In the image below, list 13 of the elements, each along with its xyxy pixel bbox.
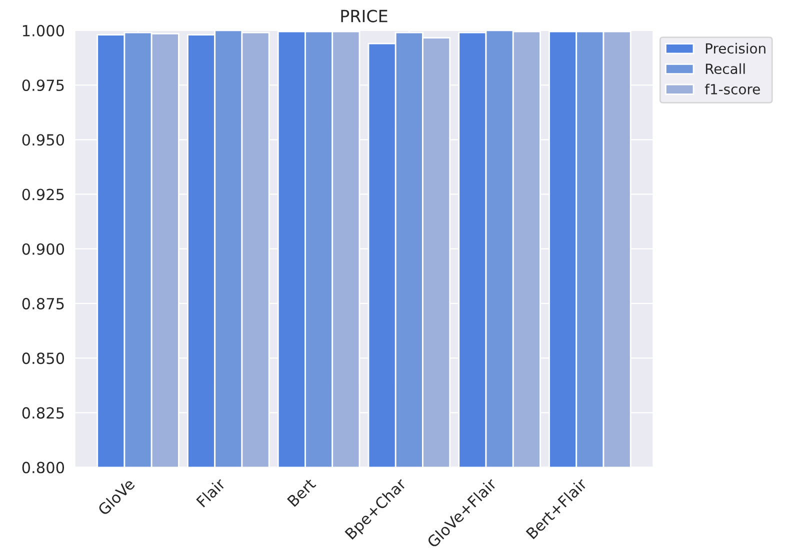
y-tick-label: 0.900 — [22, 243, 64, 255]
y-tick-label: 0.975 — [22, 79, 64, 92]
legend-label: Precision — [706, 42, 766, 54]
legend-label: Recall — [706, 63, 745, 74]
y-tick-label: 0.800 — [22, 462, 64, 474]
chart-title: PRICE — [341, 10, 388, 22]
y-tick-label: 1.000 — [22, 24, 64, 36]
y-tick-label: 0.925 — [22, 188, 64, 200]
y-tick-label: 0.825 — [22, 407, 64, 419]
y-tick-label: 0.875 — [22, 298, 64, 310]
legend-label: f1-score — [704, 84, 760, 94]
y-tick-label: 0.950 — [22, 134, 64, 146]
y-tick-label: 0.850 — [22, 352, 64, 364]
